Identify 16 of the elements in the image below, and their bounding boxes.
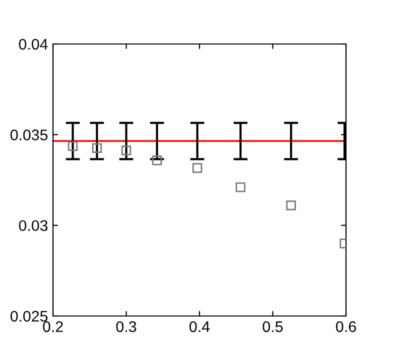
point xyxy=(68,141,78,151)
y-tick-label: 0.03 xyxy=(19,220,48,232)
x-tick-label: 0.6 xyxy=(336,321,356,332)
x-tick-label: 0.4 xyxy=(189,321,210,332)
point xyxy=(286,200,296,210)
point xyxy=(92,143,102,153)
point xyxy=(192,163,202,173)
x-tick-label: 0.5 xyxy=(262,321,283,332)
x-tick-label: 0.3 xyxy=(116,321,136,332)
y-tick-label: 0.035 xyxy=(10,130,48,140)
point xyxy=(236,182,246,192)
x-tick-label: 0.2 xyxy=(42,321,63,332)
y-tick-label: 0.04 xyxy=(19,38,48,50)
point xyxy=(152,156,162,166)
point xyxy=(121,146,132,156)
y-tick-label: 0.025 xyxy=(10,310,48,322)
